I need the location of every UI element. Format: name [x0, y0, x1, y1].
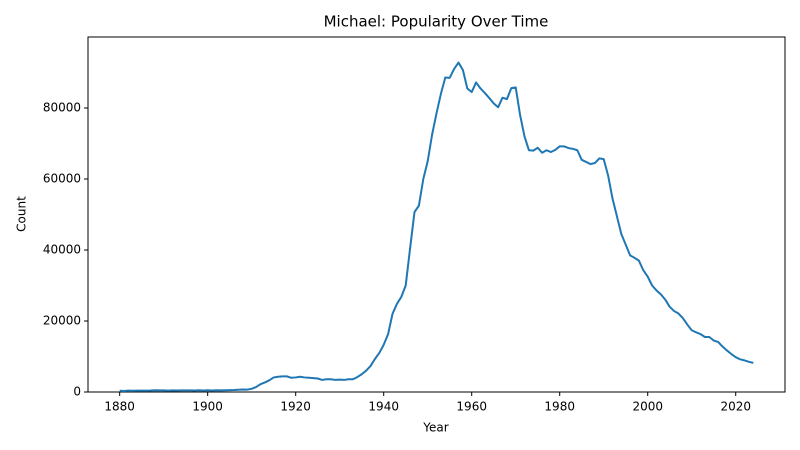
y-tick-label: 20000	[43, 314, 81, 328]
x-tick-label: 2020	[720, 400, 751, 414]
x-tick-label: 1960	[456, 400, 487, 414]
x-tick-label: 1900	[192, 400, 223, 414]
y-tick-label: 40000	[43, 243, 81, 257]
plot-frame	[87, 36, 786, 393]
y-tick-label: 0	[73, 385, 81, 399]
y-axis-label: Count	[15, 196, 29, 232]
x-tick-label: 1920	[280, 400, 311, 414]
x-tick-label: 1880	[104, 400, 135, 414]
x-tick-label: 1980	[544, 400, 575, 414]
y-tick-label: 80000	[43, 101, 81, 115]
x-tick-label: 2000	[632, 400, 663, 414]
x-tick-label: 1940	[368, 400, 399, 414]
x-axis-label: Year	[422, 421, 448, 435]
chart-title: Michael: Popularity Over Time	[324, 13, 549, 31]
data-line	[119, 61, 754, 392]
y-tick-label: 60000	[43, 172, 81, 186]
